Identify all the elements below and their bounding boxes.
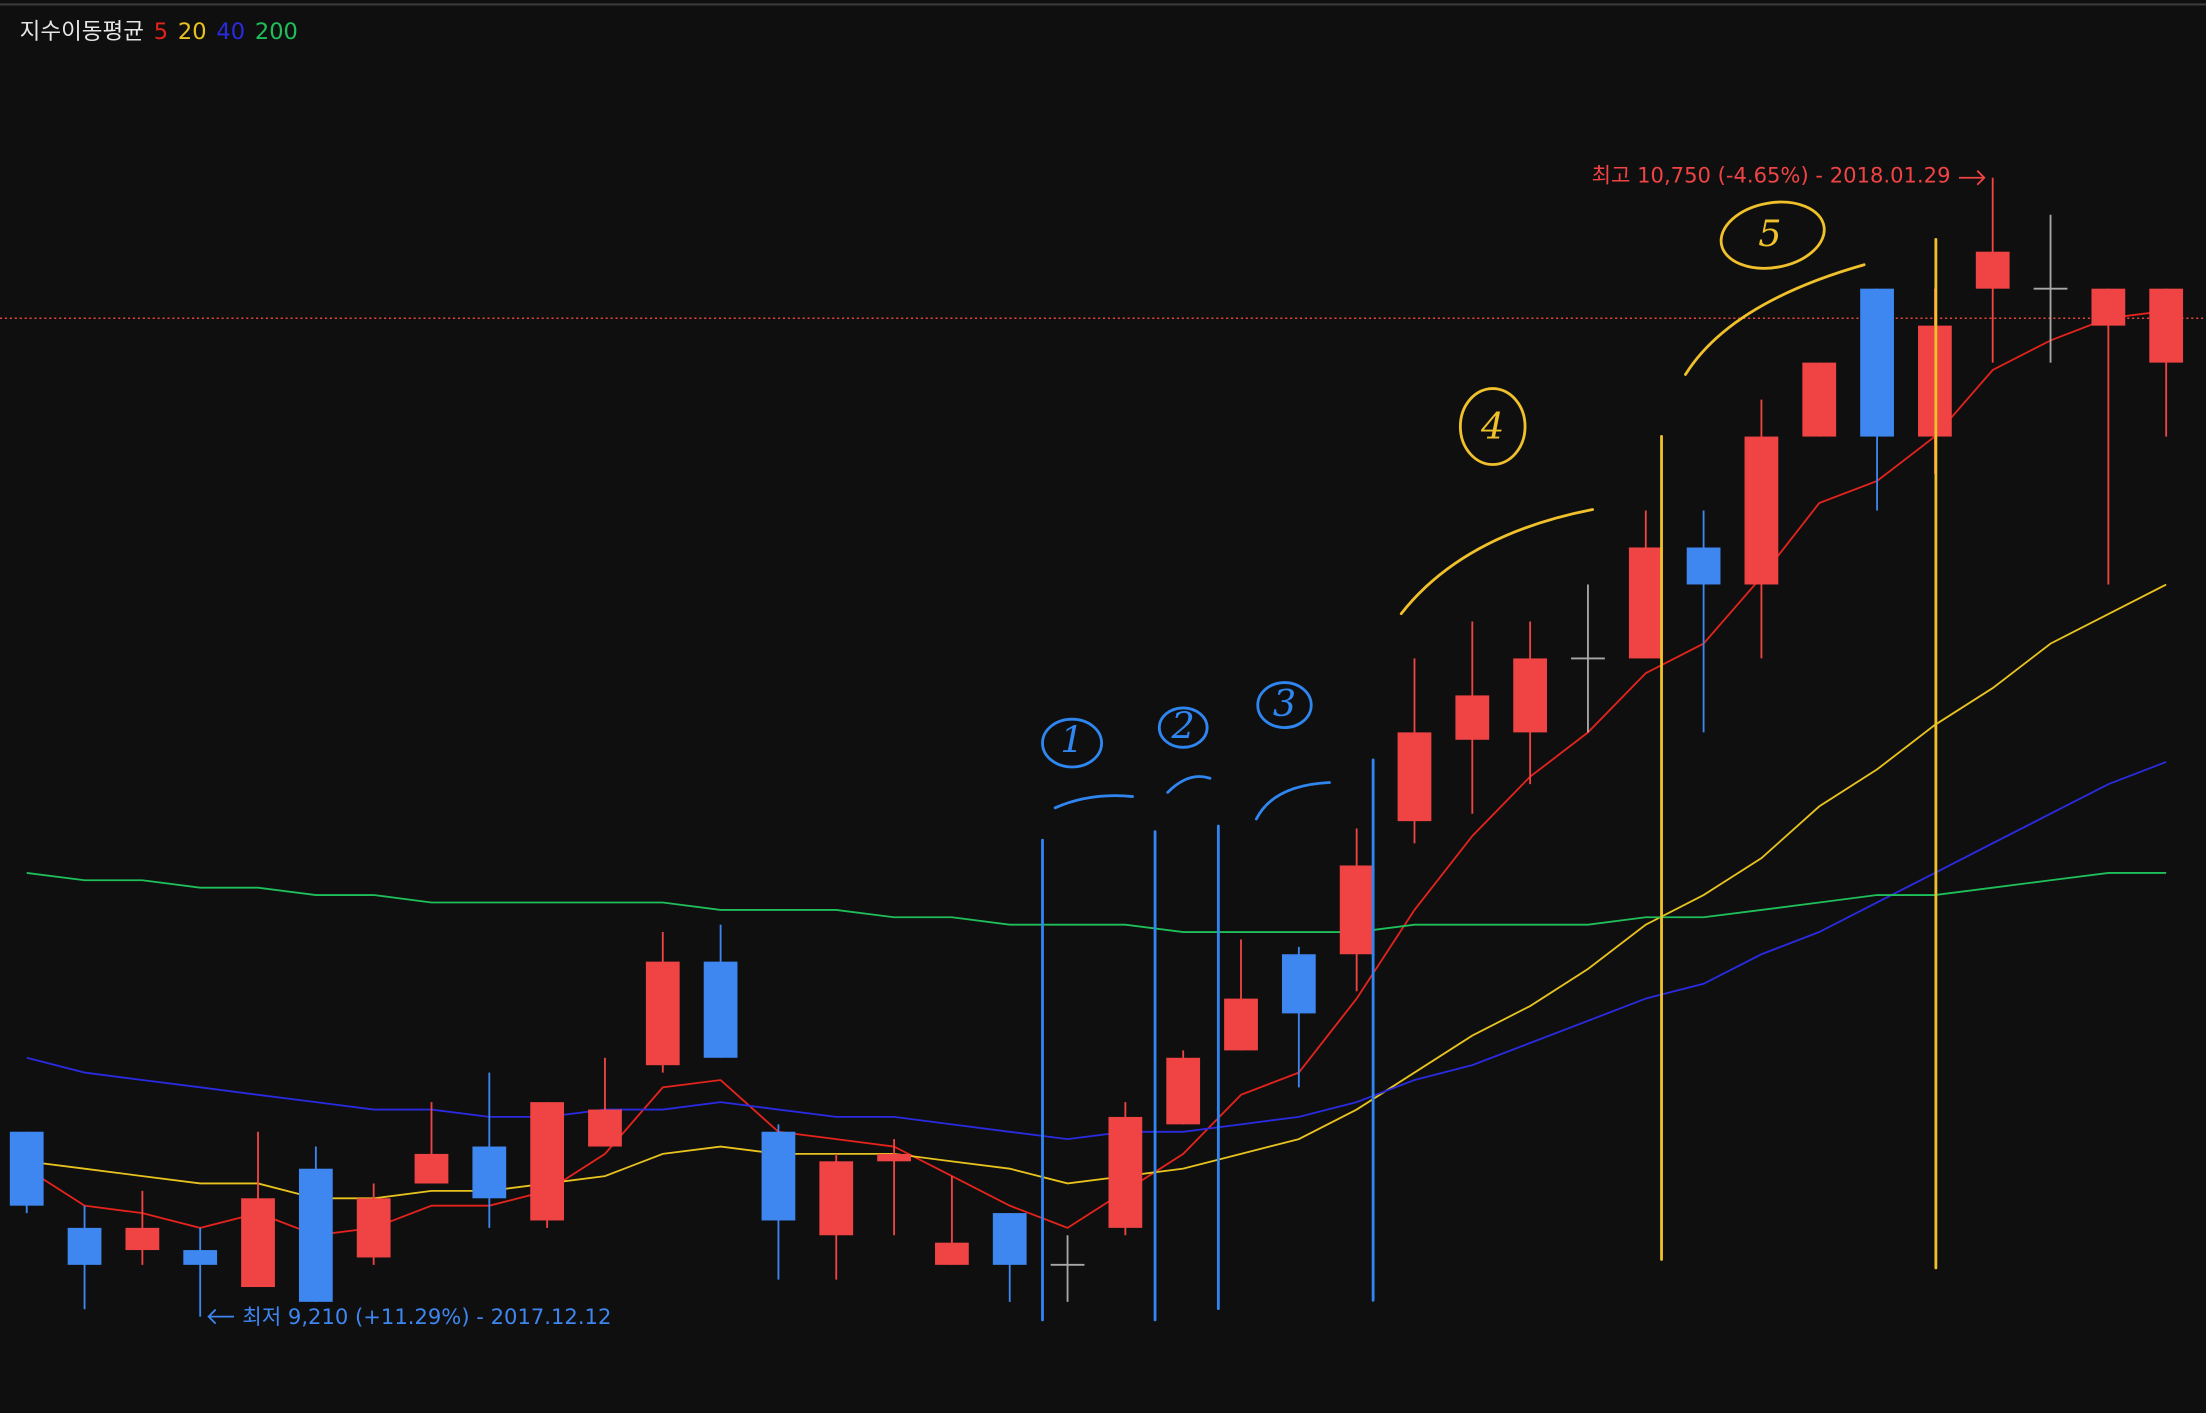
hand-stroke (1684, 263, 1866, 376)
hand-circle (1458, 387, 1527, 466)
legend-entry: 40 (216, 19, 245, 45)
plot: 최고 10,750 (-4.65%) - 2018.01.29 최저 9,210 … (0, 19, 2206, 1329)
ma-line (26, 872, 2167, 933)
candle-body (992, 1213, 1027, 1265)
candle-body (819, 1161, 854, 1236)
candle-body (877, 1153, 911, 1162)
hand-circle (1157, 706, 1209, 749)
handwritten-label: 5 (1758, 212, 1781, 255)
hand-stroke (1399, 508, 1595, 616)
low-annotation: 최저 9,210 (+11.29%) - 2017.12.12 (242, 1304, 611, 1329)
hand-drawing-yellow (1399, 200, 1938, 1270)
legend-entry: 200 (255, 19, 298, 45)
candle-body (1975, 251, 2010, 289)
candle-body (645, 961, 680, 1066)
candle-body (2091, 288, 2126, 326)
hand-drawing-blue (1041, 681, 1375, 1322)
candle-body (1166, 1057, 1201, 1125)
handwritten-label: 2 (1171, 705, 1195, 748)
candle-body (125, 1227, 160, 1251)
hand-circle (1719, 200, 1826, 270)
candle-body (530, 1102, 565, 1221)
hand-circle (1041, 717, 1103, 769)
candle-body (1513, 658, 1548, 733)
hand-stroke (1053, 794, 1134, 810)
hand-stroke (1254, 781, 1331, 821)
candle-body (1802, 362, 1837, 437)
candle-body (356, 1198, 391, 1258)
legend-title: 지수이동평균 (20, 19, 144, 45)
candle-body (1744, 436, 1779, 585)
candle-body (1686, 547, 1721, 585)
candle-body (414, 1153, 449, 1184)
handwritten-label: 1 (1060, 719, 1083, 762)
legend-entry: 5 (154, 19, 168, 45)
handwritten-label: 3 (1273, 682, 1296, 725)
low-arrow (207, 1308, 234, 1325)
candle-body (472, 1146, 507, 1199)
candle-body (761, 1131, 796, 1221)
candle-body (1628, 547, 1663, 659)
candle-body (241, 1198, 275, 1288)
hand-stroke (1166, 775, 1212, 794)
candle-body (1455, 695, 1490, 740)
candle-body (298, 1168, 333, 1302)
candle-body (588, 1109, 622, 1147)
ma-line (26, 761, 2167, 1141)
candle-body (1281, 954, 1316, 1014)
candle-body (9, 1131, 44, 1206)
candle-body (1108, 1116, 1143, 1228)
candle-body (1397, 732, 1432, 822)
high-arrow (1958, 170, 1986, 186)
handwritten-label: 4 (1480, 405, 1504, 448)
legend-entry: 20 (178, 19, 207, 45)
ma-line (26, 583, 2167, 1200)
candle-body (703, 961, 738, 1058)
candle-body (1860, 288, 1894, 437)
candle-body (935, 1242, 969, 1265)
candle-body (1339, 865, 1374, 955)
candle-body (183, 1250, 218, 1265)
high-annotation: 최고 10,750 (-4.65%) - 2018.01.29 (1592, 162, 1951, 187)
candle-body (1224, 998, 1258, 1051)
hand-circle (1256, 681, 1313, 730)
candle-body (2149, 288, 2184, 363)
candle-body (67, 1227, 102, 1265)
